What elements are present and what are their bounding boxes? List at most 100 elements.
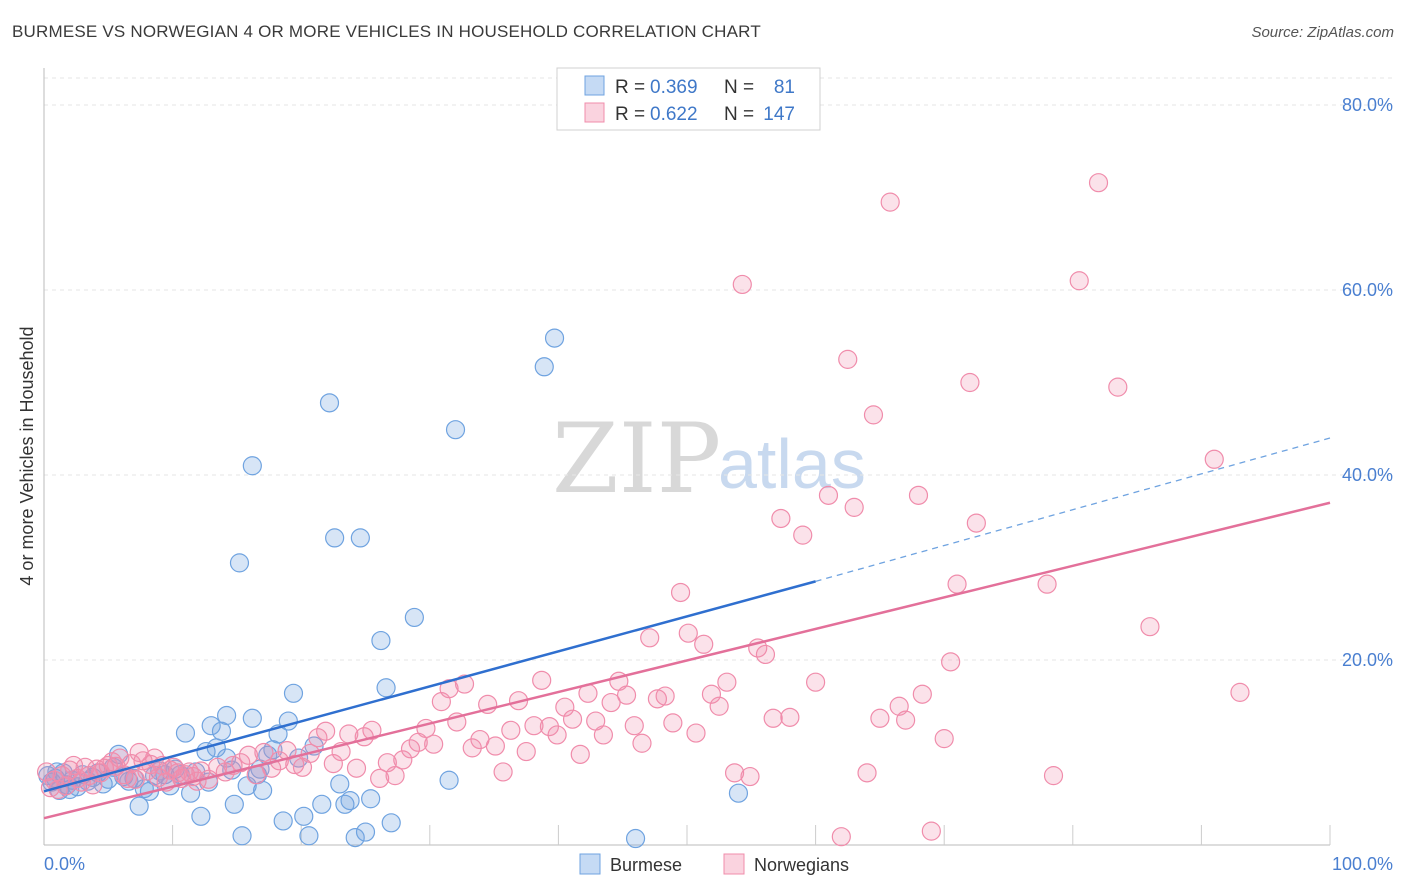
bottom-legend-swatch-burmese: [579, 853, 601, 875]
norwegians-point: [771, 508, 791, 529]
norwegians-point: [323, 753, 343, 774]
norwegians-point: [362, 720, 382, 740]
burmese-trend-line: [43, 580, 816, 793]
norwegians-point: [593, 725, 614, 745]
burmese-point: [404, 607, 424, 628]
burmese-point: [217, 705, 237, 726]
norwegians-point: [308, 728, 328, 748]
burmese-point: [361, 789, 381, 809]
norwegians-point: [755, 644, 776, 665]
norwegians-point: [254, 742, 274, 763]
norwegians-point: [1037, 574, 1057, 594]
norwegians-point: [1069, 271, 1089, 291]
norwegians-point: [1204, 449, 1224, 469]
norwegians-point: [1140, 617, 1160, 637]
bottom-legend-label-burmese: Burmese: [610, 855, 682, 875]
norwegians-point: [912, 684, 932, 704]
norwegians-point: [670, 582, 691, 603]
norwegians-point: [493, 762, 513, 782]
norwegians-point: [724, 763, 745, 783]
norwegians-point: [532, 670, 552, 690]
norwegians-point: [647, 689, 668, 709]
norwegians-point: [632, 733, 652, 753]
burmese-point: [445, 420, 466, 440]
burmese-point: [625, 828, 646, 849]
norwegians-point: [934, 729, 954, 749]
norwegians-point: [763, 708, 783, 728]
norwegians-point: [524, 716, 544, 736]
norwegians-point: [562, 709, 583, 729]
norwegians-point: [908, 485, 929, 505]
norwegians-point: [966, 513, 986, 533]
norwegians-point: [941, 652, 961, 672]
y-tick-label: 60.0%: [1342, 280, 1393, 300]
burmese-point: [340, 790, 360, 811]
x-ticks: [172, 825, 1331, 845]
norwegians-point: [655, 686, 675, 706]
legend-n-value-burmese: 81: [774, 77, 795, 98]
norwegians-point: [1230, 682, 1250, 702]
burmese-point: [335, 794, 355, 814]
trend-lines: [43, 437, 1331, 820]
burmese-point: [534, 357, 554, 377]
norwegians-point: [831, 827, 851, 847]
burmese-point: [175, 723, 196, 743]
grid-lines: [44, 77, 1393, 661]
legend-swatch-norwegians: [584, 102, 605, 123]
norwegians-point: [346, 758, 367, 778]
legend-r-value-norwegians: 0.622: [650, 104, 698, 125]
chart-title: BURMESE VS NORWEGIAN 4 OR MORE VEHICLES …: [12, 22, 761, 41]
burmese-point: [201, 716, 221, 736]
norwegians-point: [424, 734, 444, 754]
norwegians-point: [880, 192, 900, 212]
watermark-atlas: atlas: [718, 425, 866, 503]
legend-r-label-burmese: R =: [615, 77, 645, 98]
legend-r-label-norwegians: R =: [615, 104, 645, 125]
correlation-legend: R = 0.369 N = 81 R = 0.622 N = 147: [556, 67, 821, 131]
burmese-point: [350, 528, 370, 548]
norwegians-point: [393, 750, 413, 770]
norwegians-point: [400, 739, 421, 759]
norwegians-point: [663, 713, 683, 733]
legend-n-label-burmese: N =: [724, 77, 754, 98]
source-label: Source: ZipAtlas.com: [1251, 24, 1394, 41]
norwegians-point: [921, 821, 941, 841]
norwegians-point: [780, 707, 800, 727]
x-tick-label-max: 100.0%: [1332, 854, 1393, 874]
norwegians-point: [709, 696, 729, 716]
burmese-point: [181, 783, 201, 803]
norwegians-point: [238, 745, 259, 765]
bottom-legend-swatch-norwegians: [723, 853, 745, 875]
norwegians-point: [555, 697, 575, 717]
legend-n-value-norwegians: 147: [763, 104, 795, 125]
norwegians-point: [740, 766, 760, 787]
burmese-point: [330, 774, 350, 794]
norwegians-point: [601, 692, 621, 713]
norwegians-point: [624, 716, 644, 736]
norwegians-point: [694, 634, 714, 654]
norwegians-point: [1108, 377, 1128, 397]
norwegians-point: [370, 768, 390, 789]
norwegians-point: [439, 679, 459, 699]
burmese-point: [299, 826, 319, 846]
norwegians-point: [616, 685, 637, 705]
burmese-point: [294, 806, 314, 826]
norwegians-point: [732, 274, 752, 295]
burmese-point: [355, 822, 376, 842]
norwegians-point: [844, 497, 864, 517]
norwegians-point: [960, 372, 980, 393]
series-legend: Burmese Norwegians: [579, 853, 849, 875]
norwegians-point: [686, 723, 706, 743]
burmese-point: [544, 328, 565, 348]
burmese-point: [242, 708, 262, 728]
burmese-point: [129, 796, 149, 816]
bottom-legend-label-norwegians: Norwegians: [754, 855, 849, 875]
norwegians-point: [501, 720, 521, 740]
burmese-point: [381, 813, 401, 833]
norwegians-point: [818, 485, 839, 505]
y-tick-label: 20.0%: [1342, 650, 1393, 670]
burmese-point: [319, 393, 340, 413]
norwegians-point: [570, 744, 590, 764]
burmese-trend-projection: [815, 437, 1331, 583]
